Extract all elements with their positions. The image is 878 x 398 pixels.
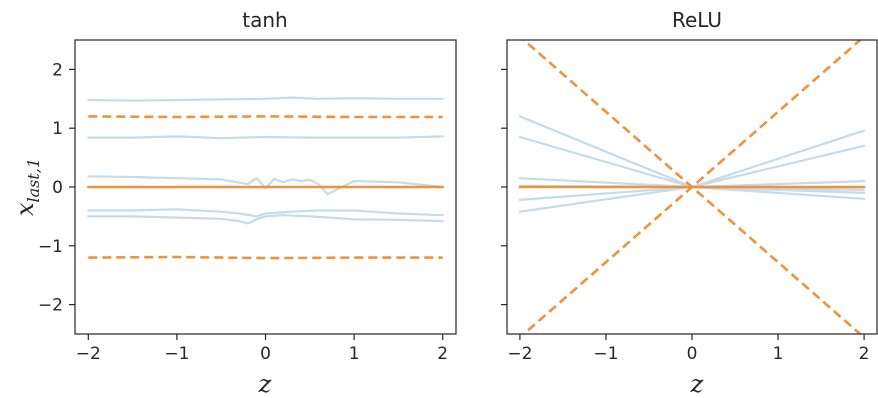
y-tick-label: −2 [38,296,63,316]
sample-line [87,214,444,225]
x-tick-label: 1 [349,344,360,364]
x-tick-label: 1 [773,344,784,364]
x-tick-label: −2 [507,344,532,364]
y-ticks [501,68,507,306]
sample-line [518,135,866,194]
sample-line [87,96,444,102]
sample-line [87,208,444,218]
sample-line [87,175,444,196]
x-tick-label: 2 [859,344,870,364]
x-axis-label: z [258,370,272,398]
chart-panel-relu: ReLU −2 −1 0 1 2 z [501,8,878,398]
x-tick-label: 0 [260,344,271,364]
y-axis-label: xlast,1 [11,158,43,216]
bound-line [521,40,863,334]
x-tick-label: 0 [687,344,698,364]
plot-area [518,40,866,334]
y-tick-label: 1 [52,119,63,139]
y-tick-label: 0 [52,178,63,198]
sample-line [518,115,866,191]
chart-title: tanh [242,8,287,32]
chart-title: ReLU [672,8,722,32]
x-axis-label: z [690,370,704,398]
y-tick-label: −1 [38,237,63,257]
y-ticks: 2 1 0 −1 −2 [38,60,75,316]
plot-area [87,96,445,260]
x-tick-label: −1 [593,344,618,364]
bound-line [88,255,443,260]
y-tick-label: 2 [52,60,63,80]
svg-text:xlast,1: xlast,1 [11,158,43,216]
x-tick-label: −1 [164,344,189,364]
sample-line [87,135,444,140]
x-tick-label: 2 [437,344,448,364]
chart-panel-tanh: tanh −2 −1 0 1 2 2 1 0 −1 −2 z xlast,1 [11,8,457,398]
x-tick-label: −2 [76,344,101,364]
bound-line [88,115,443,119]
x-ticks: −2 −1 0 1 2 [76,334,448,364]
x-ticks: −2 −1 0 1 2 [507,334,870,364]
